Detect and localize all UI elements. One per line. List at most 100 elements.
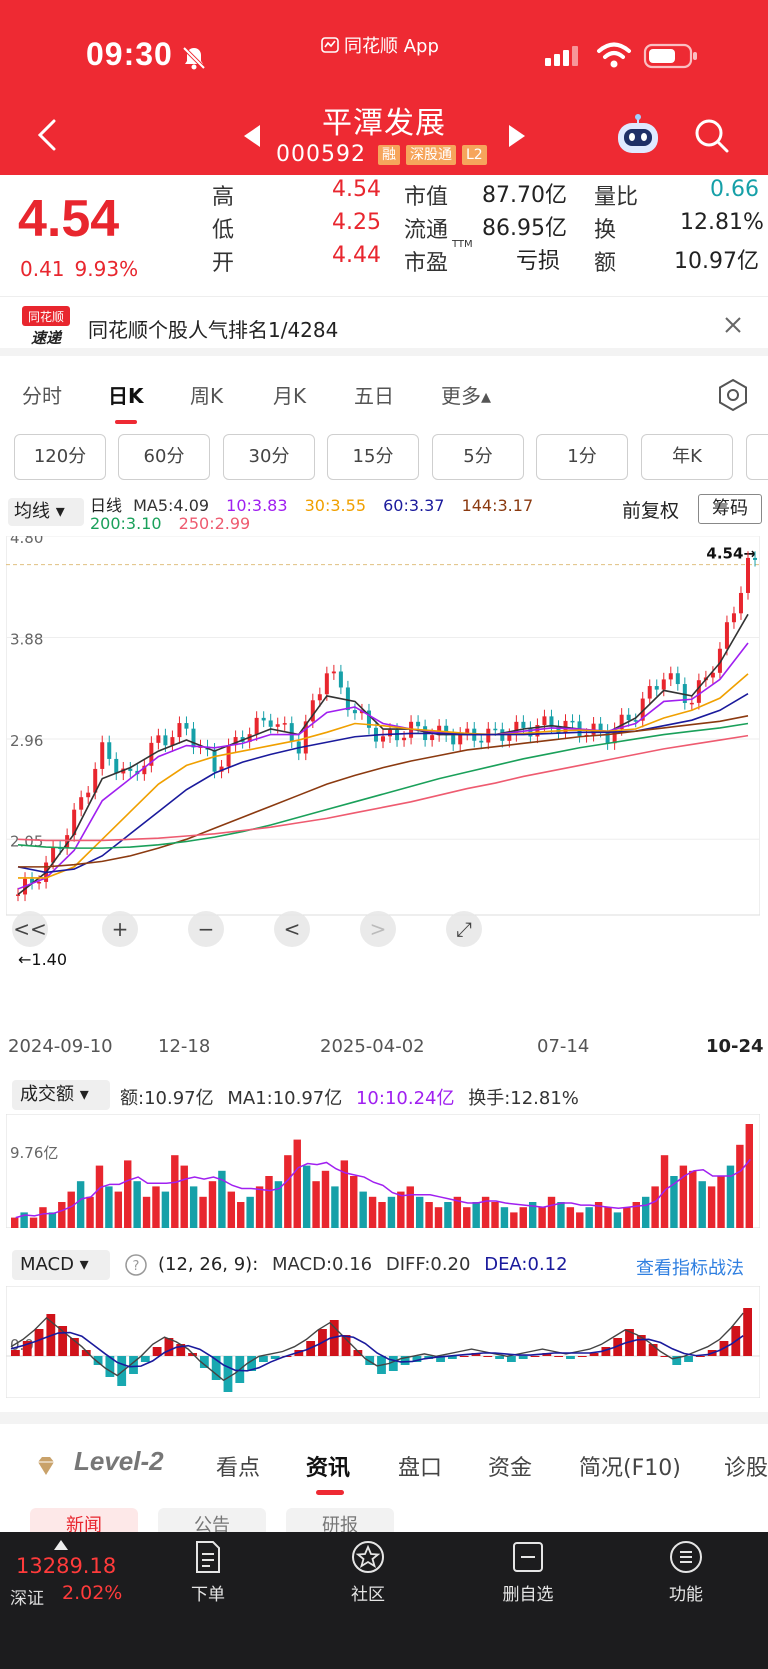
svg-text:同花顺: 同花顺 [28,309,64,324]
candle-body [458,733,463,745]
macd-histogram-bar [436,1356,445,1362]
volume-bar [679,1165,688,1228]
volume-bar [500,1207,509,1228]
candle-body [191,728,196,748]
macd-histogram-bar [566,1356,575,1359]
macd-histogram-bar [294,1350,304,1356]
y-tick-label: 4.80 [10,536,43,547]
mcap-value: 87.70亿 [482,183,567,208]
candle-body [324,673,329,695]
k-line-chart[interactable]: 4.80 3.88 2.96 2.05 4.54→ ←1.40 << + − < > ⤢ [6,536,760,971]
ma60-value: 60:3.37 [383,496,445,515]
date-tick: 07-14 [537,1036,590,1057]
period-5m-button[interactable]: 5分 [432,434,524,480]
tab-orderbook[interactable]: 盘口 [398,1456,443,1481]
macd-histogram-bar [518,1356,528,1359]
period-30m-button[interactable]: 30分 [223,434,315,480]
tab-funds[interactable]: 资金 [488,1456,533,1481]
search-icon[interactable] [692,116,732,156]
minute-period-row: 120分 60分 30分 15分 5分 1分 年K [0,434,768,484]
next-stock-icon[interactable] [505,123,529,149]
tab-diagnosis[interactable]: 诊股 [724,1456,768,1481]
tab-highlights[interactable]: 看点 [216,1456,261,1481]
chart-control-button [12,911,48,947]
candle-body [233,737,238,746]
volume-select[interactable]: 成交额 ▾ [12,1080,110,1110]
macd-histogram-bar [259,1356,268,1362]
prev-stock-icon[interactable] [240,123,264,149]
tab-intraday[interactable]: 分时 [22,384,62,408]
candle-body [282,723,287,725]
help-icon[interactable]: ? [124,1253,148,1277]
low-label: 低 [212,218,235,243]
macd-select[interactable]: MACD ▾ [12,1250,110,1280]
candle-body [289,723,294,742]
macd-histogram-bar [601,1347,611,1356]
close-icon[interactable] [722,314,744,336]
tab-f10[interactable]: 简况(F10) [579,1456,681,1481]
adjust-mode[interactable]: 前复权 [622,500,680,522]
high-value: 4.54 [332,177,381,202]
period-120m-button[interactable]: 120分 [14,434,106,480]
macd-histogram-bar [447,1356,457,1359]
candle-body [633,720,638,722]
candle-body [254,717,259,735]
ma250-value: 250:2.99 [178,514,251,533]
popularity-bar[interactable]: 同花顺 速递 同花顺个股人气排名1/4284 [0,298,768,356]
macd-histogram-bar [11,1350,20,1356]
tab-weekly-k[interactable]: 周K [190,384,224,408]
candle-body [402,737,407,741]
candle-body [268,720,273,727]
indicator-strategy-link[interactable]: 查看指标战法 [636,1258,744,1279]
tab-daily-k[interactable]: 日K [108,384,144,408]
volume-ratio-value: 0.66 [710,177,759,202]
index-value[interactable]: 13289.18 [16,1554,117,1578]
volume-bar [519,1207,527,1228]
nav-remove-watchlist[interactable]: 删自选 [478,1538,578,1605]
tab-level2[interactable]: Level-2 [74,1446,164,1476]
subtab-announcements[interactable]: 公告 [158,1508,266,1532]
macd-chart[interactable]: 0.05 [6,1286,760,1398]
volume-bar [331,1186,339,1228]
chart-control-label: ⤢ [456,917,472,941]
candle-body [570,720,575,723]
subtab-reports[interactable]: 研报 [286,1508,394,1532]
volume-chart[interactable]: 9.76亿 [6,1114,760,1228]
macd-histogram-bar [695,1356,705,1357]
robot-assistant-icon[interactable] [614,114,662,158]
tab-more[interactable]: 更多▴ [441,384,492,408]
volume-bar [274,1181,283,1228]
volume-bar [105,1186,113,1228]
volume-amount: 额:10.97亿 [120,1088,214,1109]
ma-line-1: 日线 MA5:4.09 10:3.83 30:3.55 60:3.37 144:… [90,492,545,516]
candle-body [731,613,736,623]
period-yearly-button[interactable]: 年K [641,434,733,480]
tab-news[interactable]: 资讯 [306,1456,351,1481]
tab-five-day[interactable]: 五日 [354,384,394,408]
candle-body [416,721,421,727]
settings-hex-icon[interactable] [716,378,750,412]
chart-control-label: + [112,917,129,941]
back-arrow-icon[interactable] [30,115,66,155]
volume-bar [566,1207,575,1228]
candle-body [668,673,673,680]
subtab-news[interactable]: 新闻 [30,1508,138,1532]
nav-functions[interactable]: 功能 [636,1538,736,1605]
period-60m-button[interactable]: 60分 [118,434,210,480]
period-1m-button[interactable]: 1分 [536,434,628,480]
period-extra-button[interactable] [746,434,768,480]
period-15m-button[interactable]: 15分 [327,434,419,480]
macd-histogram-bar [353,1350,363,1356]
macd-histogram-bar [672,1356,682,1365]
candle-body [598,723,603,731]
candle-body [717,648,722,673]
nav-community[interactable]: 社区 [318,1538,418,1605]
tab-monthly-k[interactable]: 月K [273,384,307,408]
tag-margin: 融 [377,144,400,165]
period-tabs: 分时 日K 周K 月K 五日 更多▴ [0,368,768,424]
indicator-select[interactable]: 均线 ▾ [8,498,84,526]
macd-legend: (12, 26, 9): MACD:0.16 DIFF:0.20 DEA:0.1… [158,1254,576,1275]
chip-distribution-button[interactable]: 筹码 [698,494,762,524]
nav-order[interactable]: 下单 [158,1538,258,1605]
macd-histogram-bar [459,1356,469,1357]
